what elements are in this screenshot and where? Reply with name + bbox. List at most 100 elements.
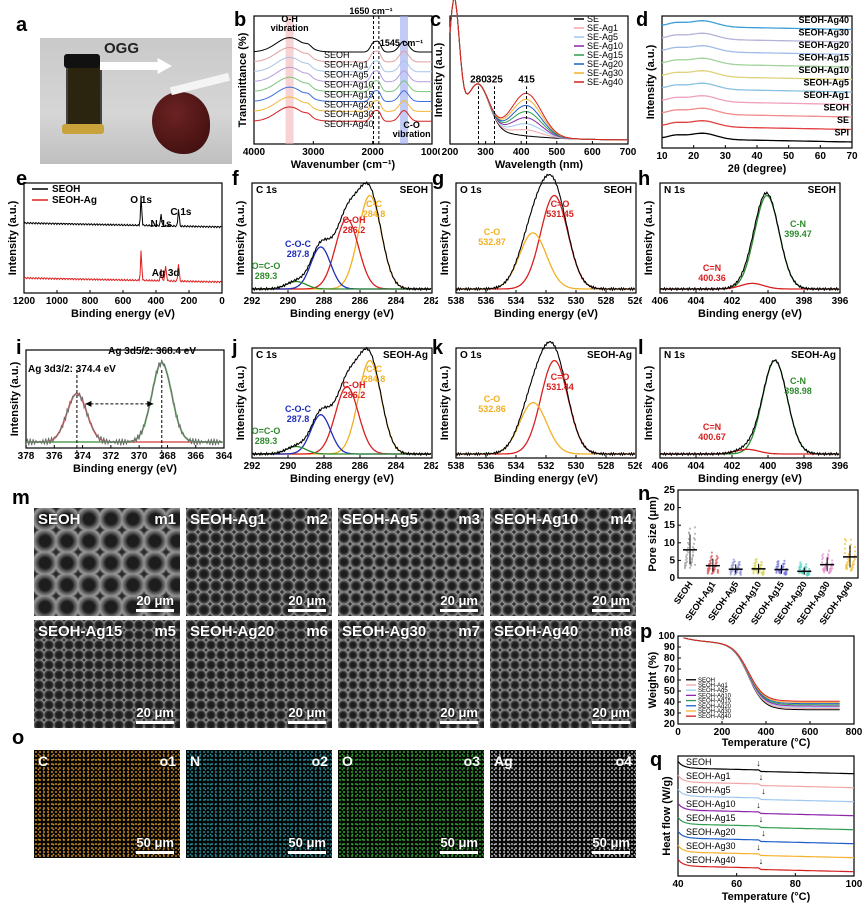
x-tick-label: 534 xyxy=(508,461,525,472)
pore-dot xyxy=(805,563,808,566)
pore-dot xyxy=(691,546,695,549)
dsc-tg-arrow: ↓ xyxy=(756,842,761,852)
ftir-annotation: C-O xyxy=(403,120,420,130)
ftir-legend-label: SEOH xyxy=(324,50,350,60)
xps-envelope-line xyxy=(455,340,636,457)
xrd-series-line xyxy=(661,132,853,143)
photo-gel: OGG xyxy=(40,38,232,164)
survey-legend-label: SEOH-Ag xyxy=(52,195,97,206)
y-tick-label: 5 xyxy=(669,555,675,566)
xps-envelope-line xyxy=(659,358,840,457)
sem-panel-number: m6 xyxy=(306,623,328,640)
y-axis-label: Intensity (a.u.) xyxy=(7,200,19,275)
panel-letter-p: p xyxy=(640,621,653,643)
pore-dot xyxy=(754,558,757,562)
sem-sample-label: SEOH-Ag10 xyxy=(494,511,579,528)
pore-dot xyxy=(851,563,855,567)
x-axis-label: 2θ (degree) xyxy=(728,163,787,175)
x-tick-label: 2000 xyxy=(362,147,385,158)
pore-dot xyxy=(737,564,740,567)
pore-dot xyxy=(829,567,832,571)
survey-series-line xyxy=(23,195,222,229)
pore-dot xyxy=(822,567,825,571)
x-axis-label: Binding energy (eV) xyxy=(698,308,802,320)
xps-peak-name: O=C-O xyxy=(252,261,281,271)
sem-panel-number: m2 xyxy=(306,511,328,528)
xps-peak-value: 400.67 xyxy=(698,432,726,442)
oh-band xyxy=(285,16,294,144)
panel-letter-e: e xyxy=(16,168,28,190)
pore-dot xyxy=(715,554,718,558)
panel-j: j 292 290 288 286 284 282 Binding energy (eV) I… xyxy=(226,330,441,490)
sem-image: SEOH-Ag40 m8 20 μm xyxy=(490,620,636,728)
xps-peak-name: C-C xyxy=(366,364,382,374)
xps-peak-name: C-N xyxy=(790,219,806,229)
panel-letter-a: a xyxy=(16,14,28,36)
arrow-label: OGG xyxy=(104,40,140,57)
xps-component-line xyxy=(252,218,431,290)
scale-bar-line xyxy=(592,851,630,854)
plot-frame xyxy=(659,347,841,459)
scale-bar-line xyxy=(136,721,174,724)
xps-o1s-seoh-chart: 538 536 534 532 530 528 526 Binding energy (eV)… xyxy=(439,173,645,320)
pore-dot xyxy=(760,571,763,574)
pore-dot xyxy=(752,572,755,575)
ag-arrow-head xyxy=(147,400,154,407)
survey-legend-label: SEOH xyxy=(52,184,80,195)
pore-dot xyxy=(760,561,763,564)
xps-ag3d-chart: 378 376 374 372 370 368 366 364 Binding energy (… xyxy=(9,346,233,475)
scale-bar-line xyxy=(440,721,478,724)
scale-bar: 20 μm xyxy=(136,593,174,612)
eds-panel-number: o1 xyxy=(159,753,176,769)
tga-legend-label: SEOH-Ag20 xyxy=(698,704,732,710)
scale-bar-label: 20 μm xyxy=(592,593,630,608)
xps-peak-value: 289.3 xyxy=(255,436,278,446)
sem-panel-number: m1 xyxy=(154,511,176,528)
panel-i: i 378 376 374 372 370 368 366 364 Binding energy… xyxy=(0,330,233,490)
pore-dot xyxy=(686,551,690,554)
vial-cap xyxy=(64,54,100,68)
uv-peak-label: 415 xyxy=(518,75,535,86)
x-axis-label: Wavelength (nm) xyxy=(495,159,584,171)
scale-bar: 50 μm xyxy=(592,835,630,854)
panel-letter-c: c xyxy=(430,9,442,31)
y-axis-label: Intensity (a.u.) xyxy=(433,42,445,117)
scale-bar-line xyxy=(440,851,478,854)
eds-map: Ag o4 50 μm xyxy=(490,750,636,858)
pore-dot xyxy=(821,561,824,564)
x-axis-label: Binding energy (eV) xyxy=(698,473,802,485)
eds-panel-number: o3 xyxy=(463,753,480,769)
x-tick-label: 200 xyxy=(181,296,198,307)
x-tick-label: 200 xyxy=(714,727,731,738)
sem-image: SEOH-Ag1 m2 20 μm xyxy=(186,508,332,616)
y-tick-label: 20 xyxy=(664,503,676,514)
dsc-tg-arrow: ↓ xyxy=(759,856,764,866)
xrd-series-line xyxy=(661,57,852,68)
y-axis-label: Weight (%) xyxy=(647,651,659,708)
sem-sample-label: SEOH xyxy=(38,511,81,528)
xps-sample: SEOH-Ag xyxy=(587,350,632,361)
pore-dot xyxy=(776,563,779,566)
ftir-series-line xyxy=(253,76,432,93)
pore-dot xyxy=(710,572,713,575)
xps-envelope-line xyxy=(455,173,636,292)
y-axis-label: Intensity (a.u.) xyxy=(645,44,657,119)
y-tick-label: 40 xyxy=(664,697,676,708)
xps-peak-name: C-C xyxy=(366,199,382,209)
x-tick-label: 400 xyxy=(760,461,777,472)
xrd-series-label: SEOH-Ag5 xyxy=(803,78,849,88)
dsc-series-label: SEOH-Ag40 xyxy=(686,855,736,865)
xps-title: O 1s xyxy=(460,185,482,196)
xps-n1s-seoh-chart: 406 404 402 400 398 396 Binding energy (eV) Int… xyxy=(643,182,849,320)
dsc-tg-arrow: ↓ xyxy=(756,800,761,810)
panel-letter-b: b xyxy=(234,9,247,31)
ag-component-line xyxy=(26,392,223,443)
x-tick-label: 400 xyxy=(513,147,530,158)
x-tick-label: 364 xyxy=(216,451,232,462)
tga-legend-label: SEOH-Ag30 xyxy=(698,709,732,715)
pore-dot xyxy=(776,560,779,563)
scale-bar: 20 μm xyxy=(592,593,630,612)
pore-dot xyxy=(683,562,687,565)
pore-dot xyxy=(844,565,848,569)
pore-dot xyxy=(689,564,693,567)
